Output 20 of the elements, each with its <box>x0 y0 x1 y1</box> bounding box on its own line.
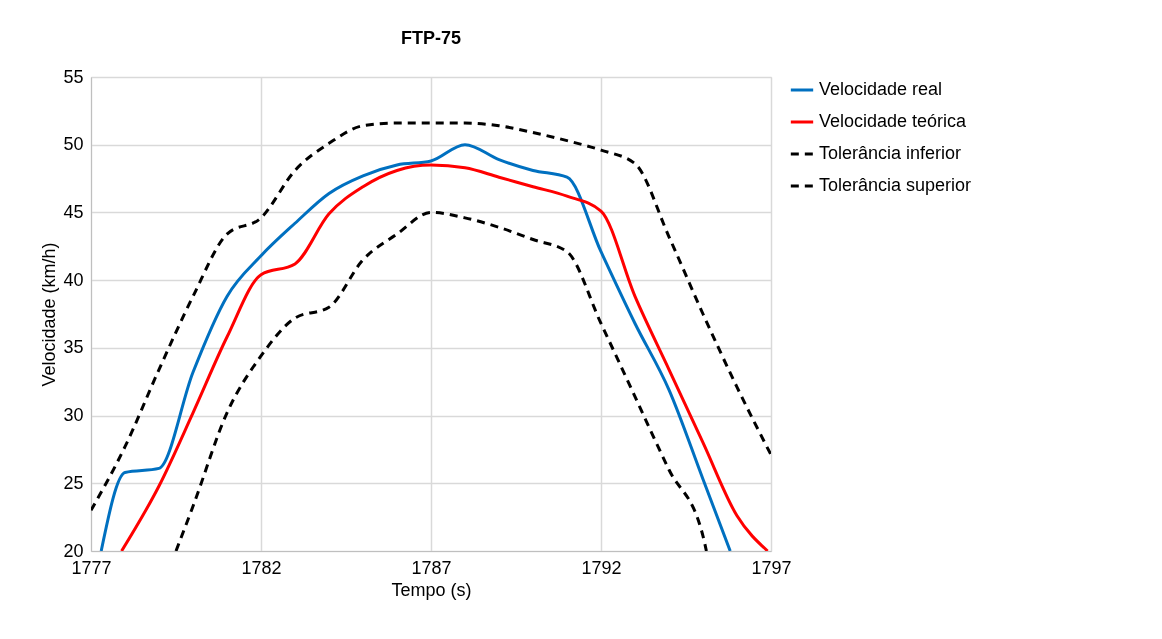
y-tick-label: 45 <box>63 201 84 222</box>
legend-label: Velocidade teórica <box>819 111 968 131</box>
y-tick-label: 35 <box>63 337 84 358</box>
legend-label: Velocidade real <box>819 79 943 99</box>
y-tick-label: 40 <box>63 269 84 290</box>
chart-title: FTP-75 <box>400 28 462 48</box>
line-series <box>91 121 771 512</box>
y-axis-title: Velocidade (km/h) <box>39 242 60 387</box>
x-axis-title: Tempo (s) <box>391 579 472 600</box>
x-tick-label: 1782 <box>241 557 282 578</box>
x-tick-label: 1787 <box>411 557 452 578</box>
x-tick-label: 1797 <box>751 557 792 578</box>
y-tick-label: 50 <box>63 134 84 155</box>
x-tick-label: 1792 <box>581 557 622 578</box>
line-series <box>174 210 708 551</box>
legend-label: Tolerância superior <box>819 175 972 195</box>
y-tick-label: 30 <box>63 405 84 426</box>
y-tick-label: 55 <box>63 66 84 87</box>
legend-label: Tolerância inferior <box>819 143 962 163</box>
y-tick-label: 25 <box>63 472 84 493</box>
